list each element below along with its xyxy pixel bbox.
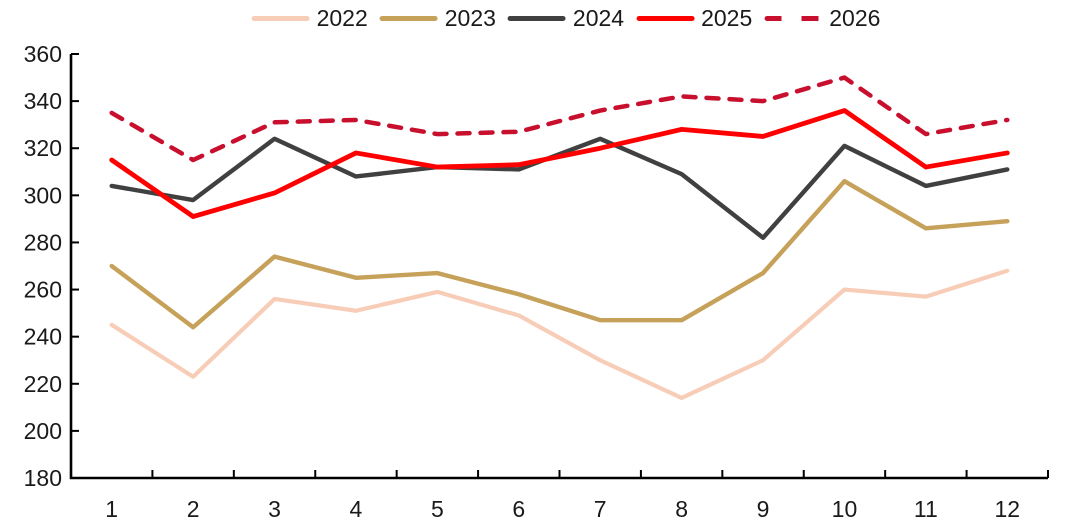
- x-tick-label: 2: [187, 496, 200, 522]
- y-tick-label: 340: [24, 88, 62, 114]
- y-tick-label: 300: [24, 182, 62, 208]
- legend-item-2022: 2022: [251, 4, 368, 32]
- x-tick-label: 4: [350, 496, 363, 522]
- y-tick-label: 200: [24, 418, 62, 444]
- y-tick-label: 260: [24, 277, 62, 303]
- y-tick-label: 220: [24, 371, 62, 397]
- legend-label-2026: 2026: [829, 5, 881, 31]
- series-line-2024: [109, 136, 1010, 240]
- x-tick-label: 7: [594, 496, 607, 522]
- series-line-2023: [109, 178, 1010, 330]
- y-tick-label: 280: [24, 229, 62, 255]
- series-line-2022: [109, 268, 1010, 401]
- y-tick-label: 180: [24, 465, 62, 491]
- y-tick-label: 360: [24, 41, 62, 67]
- legend-swatch-2022: [251, 15, 310, 21]
- x-tick-label: 5: [431, 496, 444, 522]
- x-tick-label: 6: [512, 496, 525, 522]
- legend-label-2025: 2025: [701, 5, 753, 31]
- x-tick-label: 1: [105, 496, 118, 522]
- legend-item-2024: 2024: [507, 4, 625, 32]
- x-tick-label: 12: [994, 496, 1020, 522]
- legend-swatch-2026: [764, 15, 823, 21]
- series-line-2025: [109, 108, 1010, 219]
- x-tick-label: 10: [832, 496, 858, 522]
- series-line-2026: [109, 75, 1010, 163]
- chart-legend: 2022 2023 2024 2025 2026: [251, 4, 880, 32]
- legend-item-2026: 2026: [764, 4, 880, 32]
- legend-item-2025: 2025: [636, 4, 752, 32]
- legend-label-2023: 2023: [444, 5, 496, 31]
- y-tick-label: 240: [24, 324, 62, 350]
- x-tick-label: 11: [914, 496, 938, 522]
- legend-swatch-2025: [636, 15, 695, 21]
- legend-item-2023: 2023: [379, 4, 496, 32]
- legend-swatch-2023: [379, 15, 438, 21]
- x-tick-label: 8: [675, 496, 688, 522]
- x-tick-label: 9: [757, 496, 770, 522]
- y-tick-label: 320: [24, 135, 62, 161]
- x-axis: 1 2 3 4 5 6 7 8 9 10 11 12: [70, 470, 1049, 522]
- y-axis: 180 200 220 240 260 280 300 320 340 360: [24, 41, 79, 491]
- legend-label-2022: 2022: [316, 5, 368, 31]
- x-tick-label: 3: [268, 496, 281, 522]
- legend-label-2024: 2024: [572, 5, 625, 31]
- legend-swatch-2024: [507, 15, 566, 21]
